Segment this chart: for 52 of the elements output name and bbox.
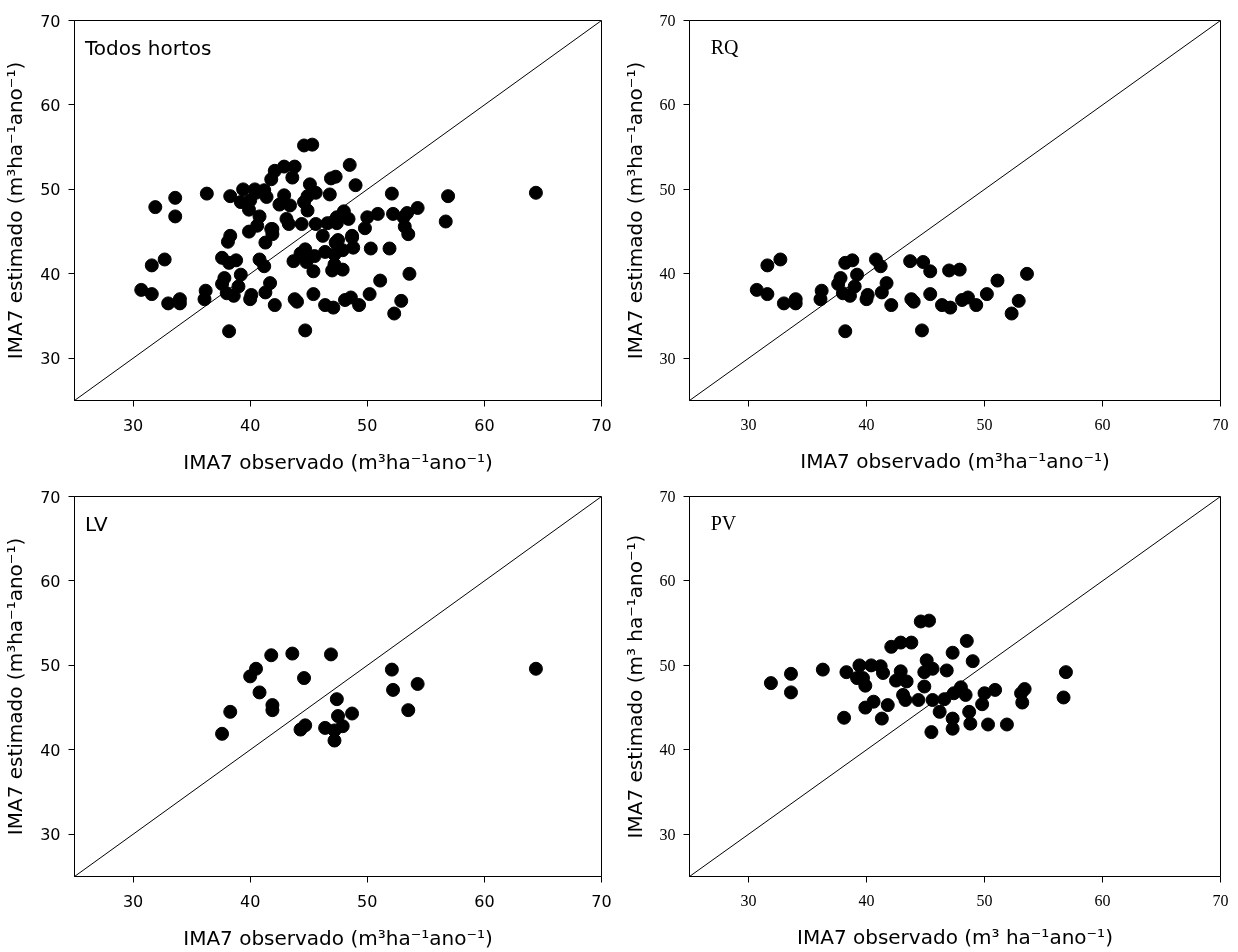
x-tick-label: 60 — [1094, 415, 1111, 433]
x-tick-label: 50 — [976, 891, 993, 909]
annotation: RQ — [710, 35, 740, 58]
x-tick-label: 70 — [591, 891, 612, 911]
x-tick-label: 30 — [740, 415, 757, 433]
y-axis-title: IMA7 estimado (m³ha⁻¹ano⁻¹) — [622, 61, 647, 360]
y-tick-label: 50 — [659, 180, 676, 198]
y-tick-label: 30 — [40, 825, 61, 845]
x-tick-label: 70 — [1212, 891, 1229, 909]
y-tick-label: 30 — [659, 825, 676, 843]
x-axis-title: IMA7 observado (m³ha⁻¹ano⁻¹) — [800, 448, 1110, 473]
y-tick-label: 50 — [40, 656, 61, 676]
y-tick-label: 60 — [659, 96, 676, 114]
x-tick-label: 70 — [1212, 415, 1229, 433]
y-tick-label: 60 — [40, 571, 61, 591]
annotation: LV — [85, 511, 108, 536]
x-tick-label: 40 — [239, 891, 261, 911]
y-axis-title: IMA7 estimado (m³ha⁻¹ano⁻¹) — [3, 537, 28, 836]
y-tick-label: 70 — [659, 488, 676, 505]
y-tick-label: 60 — [40, 95, 61, 115]
x-tick-label: 60 — [474, 891, 495, 911]
x-tick-label: 40 — [858, 415, 875, 433]
x-tick-label: 50 — [357, 891, 378, 911]
x-tick-label: 30 — [122, 891, 144, 911]
y-tick-label: 30 — [40, 349, 61, 369]
x-tick-label: 40 — [239, 415, 261, 435]
x-tick-label: 50 — [976, 415, 993, 433]
x-axis-title: IMA7 observado (m³ ha⁻¹ano⁻¹) — [797, 924, 1113, 949]
y-tick-label: 30 — [659, 349, 676, 367]
y-tick-label: 40 — [659, 265, 676, 283]
x-tick-label: 30 — [122, 415, 144, 435]
y-tick-label: 40 — [40, 740, 61, 760]
x-tick-label: 70 — [591, 415, 612, 435]
y-tick-label: 50 — [40, 180, 61, 200]
y-axis-title: IMA7 estimado (m³ha⁻¹ano⁻¹) — [3, 61, 28, 360]
annotation: PV — [710, 511, 737, 534]
x-tick-label: 30 — [740, 891, 757, 909]
x-axis-title: IMA7 observado (m³ha⁻¹ano⁻¹) — [183, 449, 493, 474]
y-tick-label: 70 — [40, 487, 61, 507]
y-tick-label: 70 — [40, 11, 61, 31]
x-tick-label: 40 — [858, 891, 875, 909]
y-tick-label: 70 — [659, 12, 676, 29]
x-tick-label: 60 — [1094, 891, 1111, 909]
y-tick-label: 40 — [40, 264, 61, 284]
x-tick-label: 50 — [357, 415, 378, 435]
annotation: Todos hortos — [84, 35, 212, 60]
x-axis-title: IMA7 observado (m³ha⁻¹ano⁻¹) — [183, 925, 493, 950]
y-axis-title: IMA7 estimado (m³ ha⁻¹ano⁻¹) — [622, 534, 647, 839]
y-tick-label: 50 — [659, 656, 676, 674]
y-tick-label: 40 — [659, 741, 676, 759]
y-tick-label: 60 — [659, 572, 676, 590]
x-tick-label: 60 — [474, 415, 495, 435]
